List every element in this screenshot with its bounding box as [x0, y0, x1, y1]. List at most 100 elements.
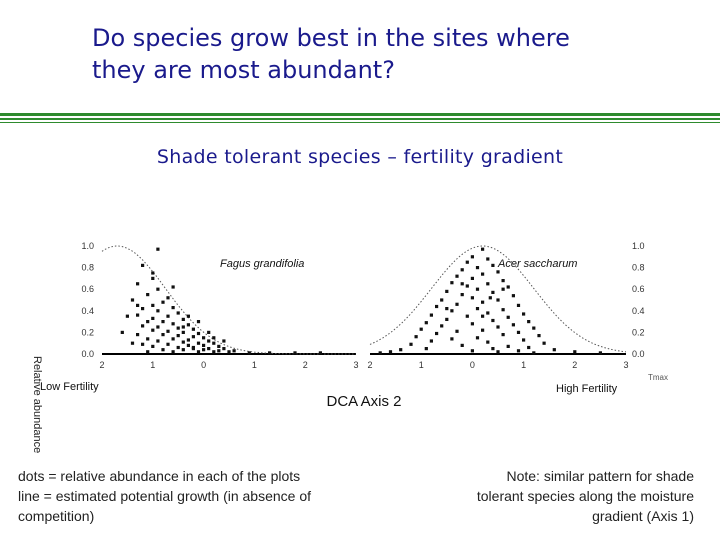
- panel-1-point: [488, 296, 492, 300]
- panel-0-point: [212, 341, 216, 345]
- panel-0-point: [176, 345, 180, 350]
- panel-1-point: [511, 323, 515, 327]
- panel-1-point: [445, 317, 449, 321]
- panel-1-point: [388, 350, 393, 354]
- panel-1-point: [537, 334, 541, 338]
- note-right-line-2: tolerant species along the moisture: [476, 488, 694, 504]
- panel-0-point: [181, 317, 185, 321]
- panel-0-point: [156, 309, 160, 313]
- panel-1-point: [486, 340, 490, 344]
- panel-0-point: [161, 348, 165, 352]
- panel-0-point: [268, 351, 272, 355]
- right-y-tick-label: 0.6: [632, 284, 645, 294]
- panel-0-point: [166, 314, 170, 318]
- panel-1-point: [532, 326, 536, 330]
- panel-0-point: [136, 303, 140, 307]
- panel-0-x-tick-label: 0: [201, 360, 206, 370]
- panel-1-point: [435, 331, 439, 336]
- y-axis-label: Relative abundance: [31, 356, 43, 453]
- panel-1-point: [573, 350, 577, 354]
- panel-0-point: [166, 296, 170, 300]
- panel-1-x-tick-label: 2: [367, 360, 372, 370]
- panel-1-point: [475, 266, 480, 270]
- panel-0-point: [176, 311, 180, 315]
- panel-1-point: [598, 351, 602, 355]
- note-right: Note: similar pattern for shade tolerant…: [404, 466, 694, 526]
- panel-1-point: [481, 300, 485, 304]
- panel-0-point: [171, 337, 175, 341]
- panel-1-growth-curve: [369, 245, 627, 353]
- panel-0-point: [196, 331, 201, 336]
- panel-1-point: [481, 314, 485, 318]
- panel-1-point: [496, 325, 500, 329]
- panel-0-point: [217, 349, 221, 353]
- panel-1-point: [424, 321, 428, 325]
- panel-0-species-label: Fagus grandifolia: [220, 258, 304, 270]
- panel-1-point: [455, 302, 459, 306]
- panel-0-point: [146, 293, 150, 297]
- panel-1-point: [542, 341, 546, 345]
- left-y-tick-label: 0.4: [81, 306, 94, 316]
- panel-1-point: [516, 349, 521, 353]
- panel-0-point: [151, 328, 155, 332]
- slide-subtitle: Shade tolerant species – fertility gradi…: [156, 146, 564, 168]
- panel-1-point: [527, 345, 531, 350]
- panel-1-point: [501, 287, 505, 291]
- note-left-line-1: dots = relative abundance in each of the…: [18, 468, 301, 484]
- panel-1-point: [475, 307, 480, 311]
- panel-1-x-tick-label: 2: [572, 360, 577, 370]
- note-left: dots = relative abundance in each of the…: [18, 466, 378, 526]
- panel-0-x-tick-label: 1: [252, 360, 257, 370]
- panel-0-point: [136, 313, 140, 317]
- panel-0-point: [186, 338, 190, 342]
- panel-1-point: [455, 329, 459, 333]
- panel-1-point: [496, 298, 500, 302]
- panel-1-point: [532, 351, 536, 355]
- panel-1-point: [419, 327, 423, 331]
- right-axis-label: Tmax: [648, 373, 668, 382]
- panel-0-point: [146, 320, 150, 324]
- panel-1-point: [496, 350, 500, 354]
- right-y-tick-label: 0.2: [632, 327, 645, 337]
- panel-1-point: [460, 268, 464, 272]
- panel-0-point: [171, 306, 175, 310]
- panel-0-point: [176, 326, 180, 330]
- panel-0-point: [207, 330, 211, 334]
- panel-1-point: [481, 247, 485, 251]
- panel-0-point: [196, 350, 201, 354]
- panel-1-point: [470, 276, 474, 280]
- panel-1-point: [450, 309, 454, 313]
- panel-1-x-tick-label: 1: [521, 360, 526, 370]
- panel-0-x-tick-label: 2: [99, 360, 104, 370]
- left-y-tick-label: 1.0: [81, 241, 94, 251]
- left-y-tick-label: 0.6: [81, 284, 94, 294]
- panel-0-point: [130, 298, 135, 302]
- panel-1-point: [450, 337, 454, 341]
- panel-0-point: [202, 336, 206, 340]
- panel-0-x-tick-label: 3: [353, 360, 358, 370]
- panel-1-point: [506, 315, 510, 319]
- panel-0-point: [293, 351, 297, 355]
- panel-0-point: [161, 320, 165, 324]
- panel-0-point: [166, 342, 170, 346]
- panel-1-point: [491, 347, 495, 351]
- divider-line-thick: [0, 113, 720, 116]
- high-fertility-label: High Fertility: [556, 383, 618, 395]
- panel-0-point: [196, 341, 201, 345]
- panel-0-point: [247, 351, 251, 355]
- panel-1-point: [460, 282, 464, 286]
- left-y-tick-label: 0.2: [81, 327, 94, 337]
- panel-0-point: [191, 335, 195, 339]
- note-right-line-3: gradient (Axis 1): [592, 508, 694, 524]
- panel-0-point: [232, 349, 236, 353]
- panel-1-point: [491, 318, 495, 323]
- panel-1-point: [470, 296, 474, 300]
- panel-1-point: [486, 282, 490, 286]
- panel-1-point: [475, 287, 480, 291]
- panel-0-point: [191, 347, 195, 351]
- panel-0-point: [191, 327, 195, 331]
- panel-0-growth-curve: [101, 245, 356, 355]
- panel-0-point: [171, 285, 175, 289]
- panel-0-point: [212, 350, 216, 354]
